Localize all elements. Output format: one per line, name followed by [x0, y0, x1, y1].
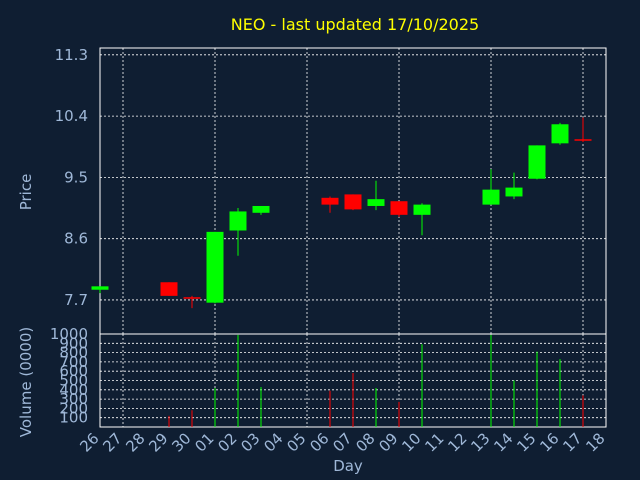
candle-body [229, 211, 247, 231]
candle-body [551, 124, 569, 144]
volume-axis-label: Volume (0000) [17, 327, 35, 437]
candle-body [390, 201, 408, 215]
price-axis-label: Price [17, 174, 35, 211]
price-tick-label: 11.3 [55, 46, 88, 64]
volume-tick-label: 400 [59, 381, 88, 399]
chart-title: NEO - last updated 17/10/2025 [231, 15, 479, 34]
volume-tick-label: 500 [59, 372, 88, 390]
candle-body [528, 145, 546, 179]
x-tick-labels: 2627282930010203040506070809101112131415… [76, 429, 608, 455]
candle-body [574, 139, 592, 141]
price-tick-label: 9.5 [64, 168, 88, 186]
price-panel: 7.7 8.6 9.5 10.4 11.3 [55, 46, 607, 335]
volume-tick-label: 100 [59, 409, 88, 427]
volume-tick-label: 900 [59, 334, 88, 352]
candle-body [413, 204, 431, 215]
price-tick-label: 8.6 [64, 230, 88, 248]
candle-body [505, 187, 523, 197]
price-tick-label: 10.4 [55, 107, 88, 125]
candle-body [482, 189, 500, 205]
volume-tick-label: 1000 [50, 325, 88, 343]
x-axis-label: Day [333, 457, 363, 475]
candle-body [206, 231, 224, 303]
volume-tick-label: 800 [59, 344, 88, 362]
candle-body [344, 194, 362, 210]
volume-tick-label: 600 [59, 362, 88, 380]
candle-body [183, 297, 201, 299]
candle-body [91, 286, 109, 290]
volume-tick-label: 700 [59, 353, 88, 371]
candle-body [160, 282, 178, 296]
candle-body [367, 199, 385, 206]
candle-body [321, 197, 339, 205]
candle-body [252, 205, 270, 213]
volume-tick-label: 200 [59, 399, 88, 417]
price-tick-label: 7.7 [64, 291, 88, 309]
volume-tick-label: 300 [59, 390, 88, 408]
